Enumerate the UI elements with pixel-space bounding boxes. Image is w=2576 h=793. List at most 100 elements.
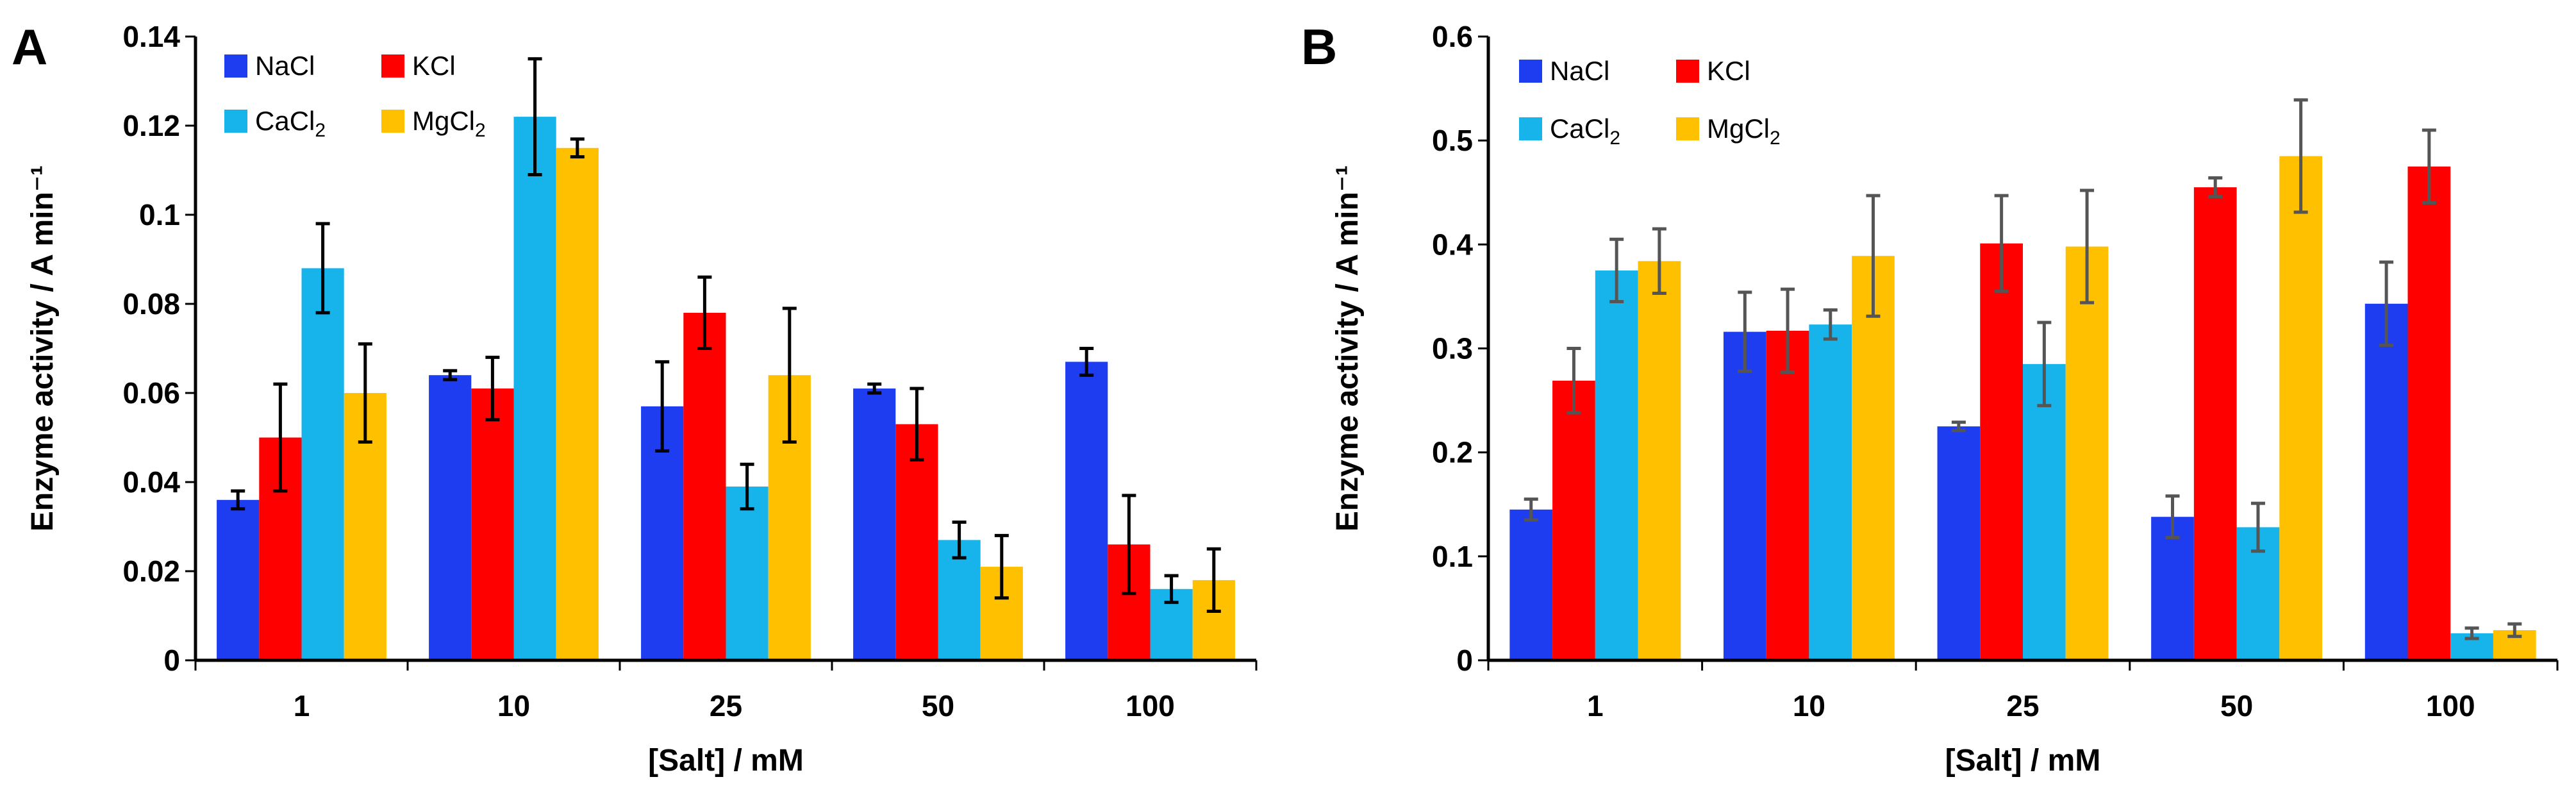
- error-bar: [994, 533, 1009, 600]
- error-bar: [1079, 347, 1094, 377]
- error-bar: [2208, 176, 2223, 199]
- error-bar: [2165, 494, 2180, 540]
- bar-cacl: [1595, 270, 1638, 660]
- error-bar: [952, 521, 967, 560]
- legend-swatch: [1519, 60, 1542, 83]
- bar-nacl: [2364, 303, 2408, 661]
- x-tick-label: 50: [922, 689, 954, 722]
- x-tick-label: 50: [2220, 689, 2253, 722]
- error-bar: [2080, 188, 2095, 305]
- error-bar: [443, 369, 458, 381]
- bar-nacl: [429, 375, 472, 660]
- legend-label: KCl: [1707, 56, 1750, 86]
- y-tick-label: 0.08: [122, 287, 180, 321]
- legend-label: CaCl2: [255, 106, 326, 141]
- y-tick-label: 0.14: [122, 20, 180, 53]
- legend-swatch: [224, 54, 247, 78]
- y-axis-title: Enzyme activity / A min⁻¹: [1331, 165, 1365, 531]
- error-bar: [2379, 260, 2394, 347]
- bar-nacl: [2151, 517, 2194, 660]
- bar-nacl: [1937, 426, 1981, 660]
- legend-swatch: [224, 110, 247, 133]
- y-tick-label: 0.2: [1432, 436, 1473, 469]
- x-axis-title: [Salt] / mM: [648, 744, 804, 778]
- error-bar: [1738, 290, 1752, 373]
- error-bar: [528, 57, 542, 176]
- bar-mgcl: [1852, 256, 1895, 661]
- x-tick-label: 10: [497, 689, 530, 722]
- legend-swatch: [381, 54, 404, 78]
- error-bar: [1866, 194, 1881, 318]
- panel-letter: A: [12, 19, 47, 75]
- x-tick-label: 25: [2006, 689, 2039, 722]
- error-bar: [655, 360, 670, 453]
- x-tick-label: 100: [1126, 689, 1175, 722]
- legend-swatch: [1676, 60, 1699, 83]
- error-bar: [231, 489, 245, 511]
- legend-swatch: [381, 110, 404, 133]
- y-tick-label: 0.06: [122, 376, 180, 410]
- error-bar: [740, 462, 754, 511]
- y-tick-label: 0.4: [1432, 228, 1473, 261]
- bar-cacl: [938, 540, 981, 660]
- bar-mgcl: [2279, 156, 2323, 660]
- error-bar: [1566, 347, 1581, 415]
- y-tick-label: 0.02: [122, 555, 180, 588]
- error-bar: [2507, 622, 2522, 639]
- bar-kcl: [895, 424, 938, 660]
- x-axis-title: [Salt] / mM: [1945, 744, 2101, 778]
- panel-letter: B: [1301, 19, 1337, 75]
- bar-kcl: [2407, 166, 2451, 660]
- error-bar: [2464, 626, 2479, 640]
- legend-label: NaCl: [255, 51, 315, 81]
- y-tick-label: 0: [1456, 644, 1473, 677]
- bar-cacl: [2023, 363, 2066, 660]
- bar-nacl: [217, 499, 260, 660]
- bar-kcl: [1766, 330, 1809, 660]
- bar-kcl: [1552, 380, 1595, 660]
- x-tick-label: 1: [294, 689, 310, 722]
- legend-swatch: [1676, 117, 1699, 140]
- panel-a: A 0 0.02 0.04 0.06 0.08 0.1 0.12 0.14 1 10 25 50 100 […: [12, 19, 1258, 778]
- error-bar: [1164, 574, 1179, 605]
- y-tick-label: 0.12: [122, 109, 180, 142]
- x-tick-label: 25: [710, 689, 742, 722]
- error-bar: [1951, 421, 1966, 433]
- y-tick-label: 0.6: [1432, 20, 1473, 53]
- error-bar: [1652, 227, 1666, 296]
- error-bar: [782, 306, 797, 444]
- bar-cacl: [726, 486, 769, 660]
- error-bar: [1994, 194, 2009, 293]
- legend-label: CaCl2: [1550, 113, 1620, 149]
- bar-cacl: [1809, 324, 1852, 660]
- y-tick-label: 0.3: [1432, 332, 1473, 365]
- bar-nacl: [853, 388, 896, 660]
- error-bar: [867, 382, 882, 395]
- error-bar: [1823, 308, 1838, 341]
- error-bar: [1206, 547, 1221, 614]
- bar-kcl: [2193, 187, 2237, 660]
- error-bar: [315, 222, 330, 315]
- bar-cacl: [301, 268, 344, 660]
- legend-label: MgCl2: [1707, 113, 1781, 149]
- y-axis-title: Enzyme activity / A min⁻¹: [26, 165, 60, 531]
- error-bar: [697, 275, 712, 350]
- bar-kcl: [683, 312, 726, 660]
- error-bar: [1781, 287, 1795, 374]
- bar-cacl: [513, 117, 556, 661]
- legend-label: KCl: [412, 51, 456, 81]
- error-bar: [1524, 497, 1538, 522]
- bar-nacl: [1065, 362, 1108, 660]
- x-tick-label: 100: [2426, 689, 2475, 722]
- y-tick-label: 0.5: [1432, 124, 1473, 157]
- x-tick-label: 10: [1793, 689, 1825, 722]
- bar-nacl: [1509, 509, 1553, 660]
- error-bar: [570, 137, 585, 159]
- y-tick-label: 0.04: [122, 465, 180, 499]
- error-bar: [2422, 128, 2436, 205]
- error-bar: [2037, 321, 2052, 408]
- y-tick-label: 0: [163, 644, 180, 677]
- error-bar: [485, 355, 500, 422]
- legend-label: NaCl: [1550, 56, 1609, 86]
